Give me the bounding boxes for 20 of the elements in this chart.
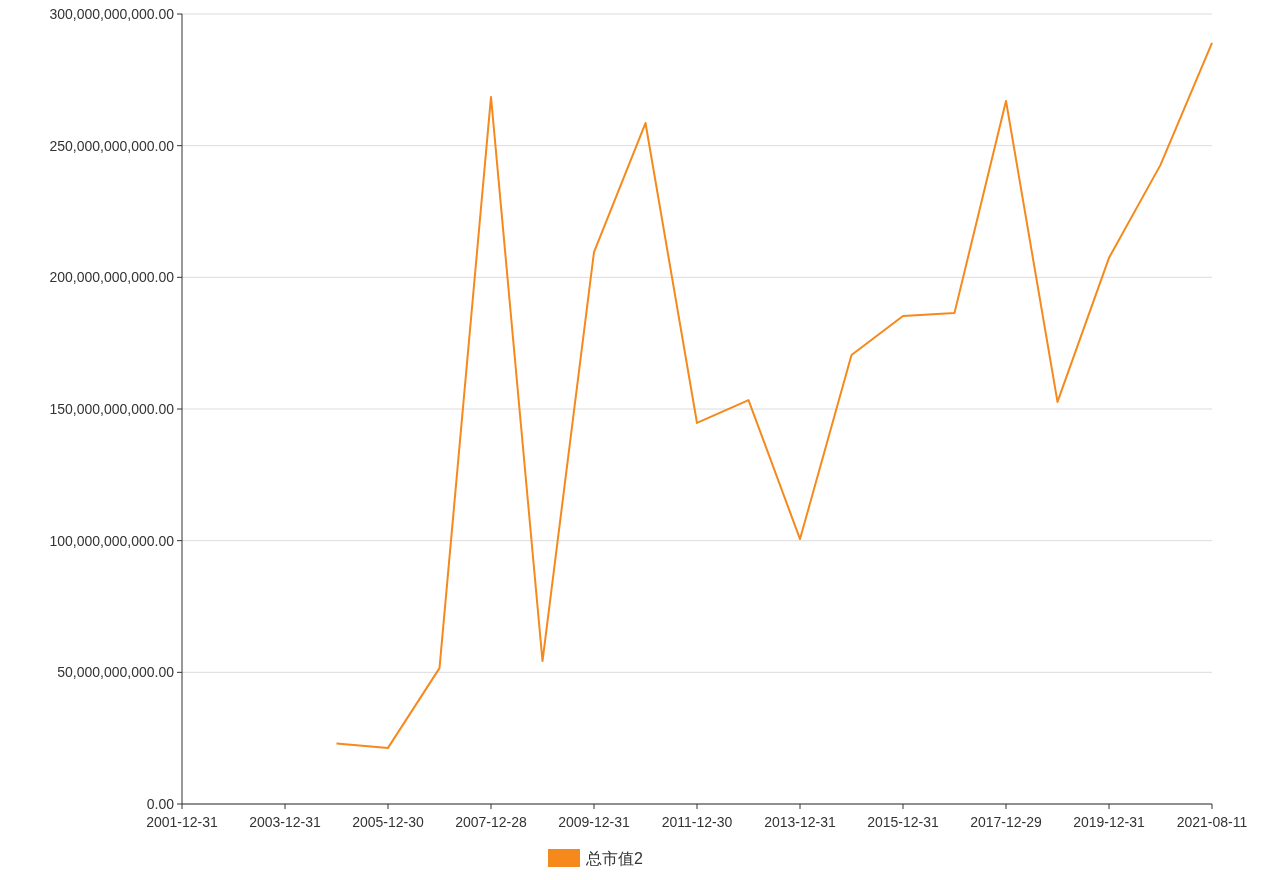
legend-label: 总市值2 xyxy=(585,850,643,867)
x-tick-label: 2021-08-11 xyxy=(1176,814,1248,830)
x-tick-label: 2007-12-28 xyxy=(455,814,528,830)
x-tick-label: 2001-12-31 xyxy=(146,814,219,830)
y-tick-label: 50,000,000,000.00 xyxy=(57,664,175,681)
line-series xyxy=(335,41,1213,749)
y-tick-label: 200,000,000,000.00 xyxy=(49,269,175,286)
x-tick-label: 2015-12-31 xyxy=(867,814,940,830)
y-tick-label: 150,000,000,000.00 xyxy=(49,401,175,417)
x-tick-label: 2013-12-31 xyxy=(764,814,837,830)
x-tick-label: 2019-12-31 xyxy=(1073,814,1146,830)
y-tick-label: 100,000,000,000.00 xyxy=(49,532,175,549)
y-tick-label: 0.00 xyxy=(146,796,175,812)
x-tick-label: 2003-12-31 xyxy=(249,814,322,830)
x-tick-label: 2011-12-30 xyxy=(661,814,733,830)
y-tick-label: 300,000,000,000.00 xyxy=(49,6,175,22)
y-tick-label: 250,000,000,000.00 xyxy=(49,137,175,154)
x-tick-label: 2009-12-31 xyxy=(558,814,631,830)
x-tick-label: 2017-12-29 xyxy=(970,814,1043,830)
x-tick-label: 2005-12-30 xyxy=(352,814,425,830)
